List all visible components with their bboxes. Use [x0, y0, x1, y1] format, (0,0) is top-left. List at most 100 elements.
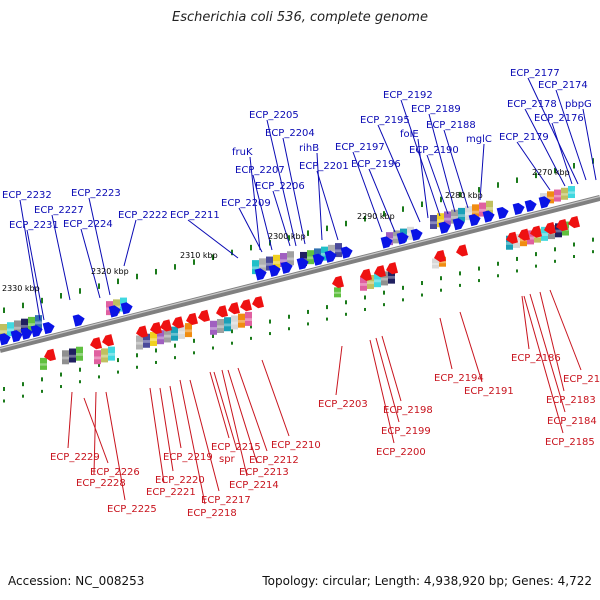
forward-gene-arrow [0, 333, 11, 346]
feature-block-shine [69, 354, 76, 358]
reverse-gene-leader [521, 295, 530, 350]
feature-block [21, 318, 28, 333]
feature-block [568, 186, 575, 199]
forward-gene-leader [238, 207, 263, 253]
feature-block [273, 254, 280, 269]
feature-block [407, 226, 414, 240]
reverse-gene-arrow [198, 309, 211, 322]
forward-gene-label: pbpG [565, 99, 592, 110]
feature-block-shine [266, 262, 273, 266]
kbp-label: 2280 kbp [445, 191, 483, 200]
feature-block [430, 214, 437, 229]
reverse-gene-label: ECP_2229 [50, 452, 100, 463]
reverse-gene-arrow [544, 222, 557, 235]
feature-block-shine [334, 291, 341, 294]
forward-gene-arrow [324, 250, 337, 263]
forward-gene-arrow [496, 206, 509, 220]
forward-gene-arrow [538, 196, 551, 209]
backbone-line [0, 194, 600, 353]
feature-block-shine [217, 325, 224, 329]
feature-block [555, 223, 562, 238]
feature-block-shine [178, 331, 185, 334]
forward-gene-leader [282, 137, 306, 245]
feature-block [527, 230, 534, 245]
feature-block-shine [0, 330, 7, 334]
forward-gene-label: ECP_2211 [170, 210, 220, 221]
forward-gene-leader [249, 156, 261, 251]
reverse-gene-arrow [556, 219, 569, 232]
forward-gene-arrow [254, 268, 267, 281]
forward-gene-leader [352, 151, 383, 233]
reverse-gene-arrow [332, 275, 345, 288]
reverse-gene-label: spr [219, 454, 236, 465]
feature-block-shine [486, 207, 493, 210]
feature-block-shine [40, 363, 47, 366]
forward-gene-arrow [10, 330, 23, 343]
forward-gene-arrow [312, 253, 325, 266]
feature-block-shine [252, 266, 259, 270]
reverse-gene-arrow [568, 215, 581, 229]
forward-gene-label: ECP_2227 [34, 205, 84, 216]
feature-block [280, 253, 287, 268]
reverse-gene-arrow [518, 228, 531, 241]
feature-block-shine [479, 208, 486, 212]
forward-gene-label: ECP_2206 [255, 181, 305, 192]
reverse-gene-arrow [44, 348, 57, 361]
forward-gene-arrow [268, 264, 281, 277]
feature-block-shine [101, 354, 108, 358]
feature-block [360, 276, 367, 291]
reverse-gene-leader [189, 379, 220, 492]
feature-block [113, 299, 120, 314]
feature-block-shine [367, 281, 374, 285]
forward-gene-label: ECP_2179 [499, 132, 549, 143]
forward-gene-label: ECP_2197 [335, 142, 385, 153]
forward-gene-leader [88, 197, 111, 296]
reverse-gene-label: ECP_2203 [318, 399, 368, 410]
feature-block [252, 260, 259, 275]
feature-block-shine [280, 259, 287, 263]
forward-gene-label: ECP_2231 [9, 220, 59, 231]
reverse-gene-leader [523, 295, 564, 434]
feature-block [486, 200, 493, 215]
reverse-gene-leader [237, 367, 268, 452]
reverse-gene-leader [335, 345, 343, 396]
forward-gene-arrow [410, 228, 423, 241]
forward-gene-leader [316, 170, 339, 241]
feature-block-shine [35, 321, 42, 325]
forward-gene-leader [524, 108, 566, 187]
forward-gene-label: ECP_2201 [299, 161, 349, 172]
feature-block [28, 316, 35, 331]
forward-gene-label: ECP_2189 [411, 104, 461, 115]
feature-block-shine [108, 352, 115, 356]
accession-text: Accession: NC_008253 [8, 574, 145, 588]
feature-block [69, 348, 76, 363]
feature-block-shine [555, 229, 562, 233]
feature-block [451, 209, 458, 224]
forward-gene-leader [582, 108, 597, 181]
feature-block-shine [185, 329, 192, 333]
feature-block-shine [527, 236, 534, 240]
backbone-highlight [0, 195, 600, 350]
feature-block [136, 335, 143, 350]
forward-gene-arrow [512, 202, 525, 216]
reverse-gene-label: ECP_2186 [511, 353, 561, 364]
feature-block-shine [444, 217, 451, 221]
feature-block-shine [307, 256, 314, 260]
feature-block [108, 346, 115, 361]
feature-block [35, 315, 42, 330]
reverse-gene-leader [549, 289, 582, 371]
forward-gene-arrow [396, 232, 409, 245]
feature-block-shine [374, 279, 381, 283]
reverse-gene-arrows-group [44, 215, 581, 361]
feature-block [506, 235, 513, 250]
topology-summary: Topology: circular; Length: 4,938,920 bp… [262, 574, 592, 588]
feature-block-shine [407, 232, 414, 236]
forward-gene-label: ECP_2204 [265, 128, 315, 139]
reverse-gene-leader [105, 391, 126, 501]
reverse-gene-arrow [216, 305, 229, 318]
reverse-gene-leader [213, 371, 238, 451]
reverse-gene-leader [369, 339, 395, 444]
kbp-labels-group: 2330 kbp 2320 kbp 2310 kbp 2300 kbp 2290 kbp… [2, 168, 570, 293]
reverse-gene-arrow [172, 316, 185, 329]
